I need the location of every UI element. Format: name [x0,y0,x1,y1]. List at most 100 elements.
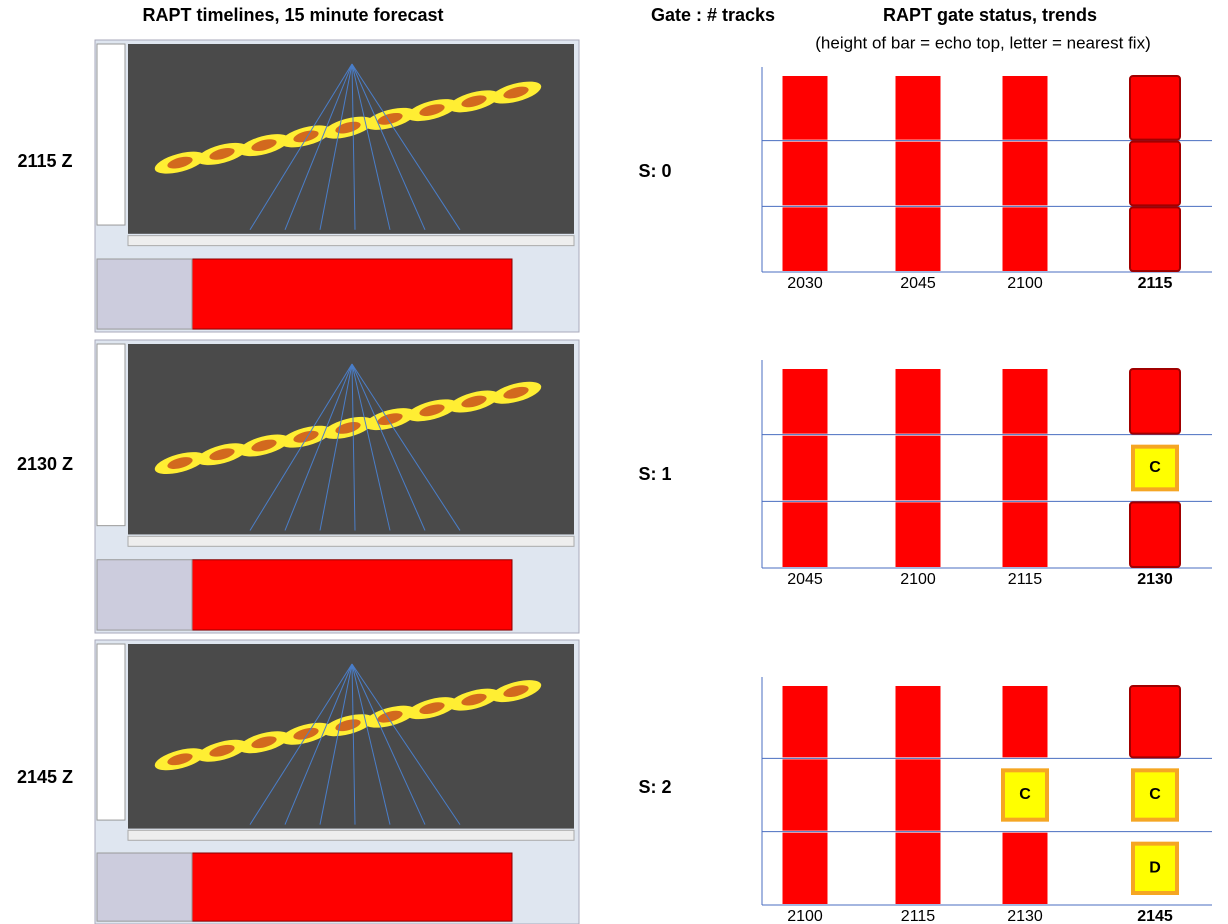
column-time: 2115 [1008,571,1043,588]
middle-title: Gate : # tracks [651,5,775,25]
route [319,63,353,230]
storm-core [209,744,235,757]
route [319,363,353,531]
storm-core [167,457,193,469]
storm-core [335,422,361,434]
route [319,663,353,825]
echo-cell [1002,686,1048,758]
fix-letter: C [1019,786,1031,803]
echo-cell [782,207,828,271]
fix-cell [1131,444,1179,492]
route [351,63,391,230]
echo-cell [782,832,828,904]
fix-cell [1131,768,1179,822]
route [351,663,426,825]
echo-cell [782,502,828,567]
screenshot [94,39,580,333]
echo-cell [895,759,941,831]
tab-bar [127,829,575,841]
right-title: RAPT gate status, trends [883,5,1097,25]
timeline-table [191,559,513,631]
echo-cell [1129,75,1181,141]
storm-core [293,430,319,443]
time-label: 2130 Z [17,454,73,474]
storm-core [503,685,529,698]
gate-names [96,258,193,330]
storm-core [461,395,487,408]
radar-map [128,344,574,535]
storm-core [251,439,277,452]
screenshot [94,639,580,924]
echo-cell [1129,140,1181,207]
echo-cell [1129,685,1181,759]
fix-cell [1131,841,1179,896]
echo-cell [895,832,941,904]
echo-cell [1002,141,1048,206]
tab-bar [127,235,575,247]
storm-core [377,112,403,125]
echo-cell [782,686,828,758]
timeline-table [191,852,513,922]
column-time: 2130 [1137,571,1173,588]
route [351,363,426,531]
time-list [96,343,126,527]
route [351,363,391,531]
storm-core [251,139,277,152]
storm-core [461,95,487,108]
echo-cell [782,76,828,140]
storm-core [503,386,529,399]
route [284,63,353,230]
column-time: 2100 [787,908,823,924]
echo-cell [895,435,941,501]
column-time: 2130 [1007,908,1043,924]
echo-cell [895,686,941,758]
route [249,363,353,531]
storm-core [377,413,403,425]
storm-core [167,156,193,169]
time-list [96,43,126,226]
echo-cell [782,141,828,206]
route [351,363,356,531]
timeline-table [191,258,513,330]
echo-cell [782,759,828,831]
storm-core [419,104,445,116]
echo-cell [895,76,941,140]
storm-core [335,719,361,732]
echo-cell [1002,502,1048,567]
track-count: S: 2 [638,777,671,797]
echo-cell [895,502,941,567]
echo-cell [782,369,828,434]
track-count: S: 1 [638,464,671,484]
route [351,663,356,825]
storm-core [461,693,487,706]
column-time: 2115 [901,908,936,924]
echo-cell [1002,207,1048,271]
left-title: RAPT timelines, 15 minute forecast [142,5,443,25]
storm-core [293,130,319,143]
echo-cell [1002,832,1048,904]
route [351,63,356,230]
route [351,63,461,231]
route [351,663,461,825]
storm-core [419,702,445,715]
column-time: 2030 [787,275,823,292]
gate-names [96,559,193,631]
storm-core [209,448,235,461]
echo-cell [782,435,828,501]
echo-cell [1002,369,1048,434]
echo-cell [1129,206,1181,272]
gate-names [96,852,193,922]
storm-core [335,121,361,134]
fix-letter: D [1149,860,1161,877]
time-list [96,643,126,821]
fix-letter: C [1149,459,1161,476]
column-time: 2100 [900,571,936,588]
echo-cell [1129,501,1181,569]
tab-bar [127,535,575,547]
fix-cell [1001,768,1049,822]
route [351,663,391,825]
column-time: 2045 [787,571,823,588]
route [351,363,461,531]
column-time: 2115 [1138,275,1173,292]
storm-core [209,147,235,160]
